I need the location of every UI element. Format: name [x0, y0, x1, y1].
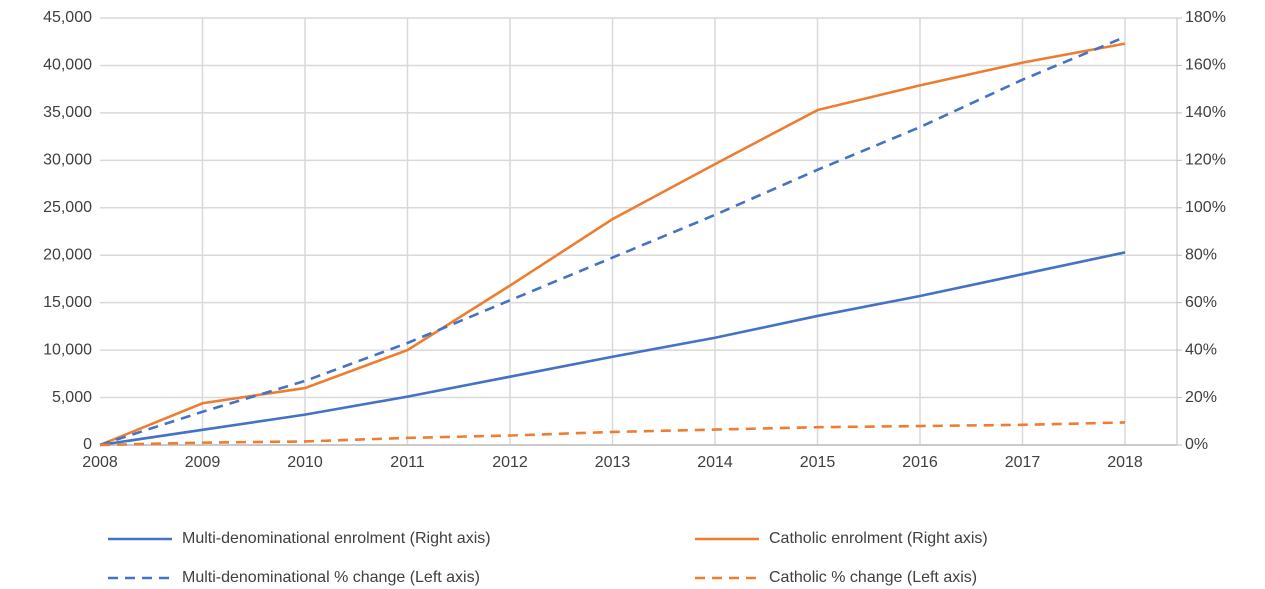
x-tick-label: 2016	[902, 454, 938, 471]
x-tick-label: 2014	[697, 454, 733, 471]
y2-tick-label: 40%	[1185, 341, 1217, 358]
y2-tick-label: 20%	[1185, 389, 1217, 406]
x-tick-label: 2010	[287, 454, 323, 471]
y-tick-label: 0	[83, 436, 92, 453]
x-tick-label: 2015	[800, 454, 836, 471]
y-tick-label: 10,000	[43, 341, 92, 358]
y2-tick-label: 100%	[1185, 199, 1226, 216]
x-tick-label: 2017	[1005, 454, 1041, 471]
y-tick-label: 40,000	[43, 57, 92, 74]
series-line	[99, 42, 1126, 447]
x-tick-label: 2018	[1107, 454, 1143, 471]
y-tick-label: 45,000	[43, 9, 92, 26]
x-tick-label: 2009	[185, 454, 221, 471]
legend-label: Multi-denominational enrolment (Right ax…	[182, 530, 491, 547]
legend-label: Multi-denominational % change (Left axis…	[182, 569, 480, 586]
y-tick-label: 25,000	[43, 199, 92, 216]
y2-tick-label: 0%	[1185, 436, 1208, 453]
y-tick-label: 35,000	[43, 104, 92, 121]
y2-tick-label: 80%	[1185, 246, 1217, 263]
y2-tick-label: 60%	[1185, 294, 1217, 311]
y-tick-label: 20,000	[43, 246, 92, 263]
legend-label: Catholic % change (Left axis)	[769, 569, 977, 586]
x-tick-label: 2011	[390, 454, 425, 471]
series-line	[99, 35, 1126, 447]
y-tick-label: 5,000	[52, 389, 92, 406]
series-line	[99, 421, 1126, 447]
x-tick-label: 2008	[82, 454, 118, 471]
y2-tick-label: 120%	[1185, 152, 1226, 169]
x-tick-label: 2012	[492, 454, 528, 471]
y-tick-label: 15,000	[43, 294, 92, 311]
y2-tick-label: 180%	[1185, 9, 1226, 26]
y2-tick-label: 160%	[1185, 57, 1226, 74]
y2-tick-label: 140%	[1185, 104, 1226, 121]
y-tick-label: 30,000	[43, 152, 92, 169]
x-tick-label: 2013	[595, 454, 631, 471]
legend-label: Catholic enrolment (Right axis)	[769, 530, 988, 547]
series-line	[99, 251, 1126, 447]
